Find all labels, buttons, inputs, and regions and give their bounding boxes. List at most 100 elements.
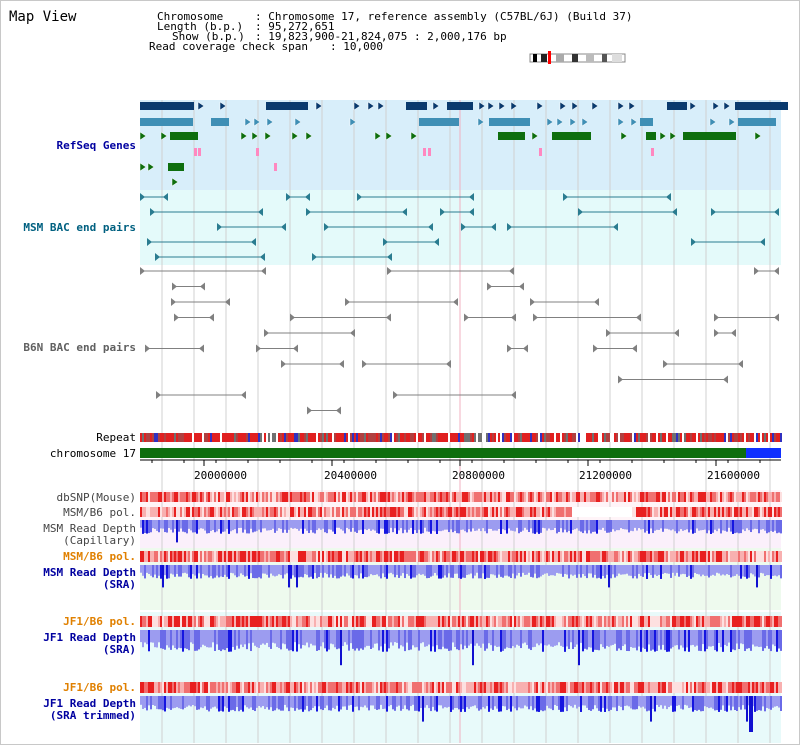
polymorphism-cell xyxy=(310,492,312,502)
repeat-segment xyxy=(726,433,728,442)
repeat-segment xyxy=(356,433,358,442)
msm-bac-pair-end xyxy=(140,193,145,201)
polymorphism-cell xyxy=(544,616,546,627)
read-depth-bar xyxy=(614,565,616,578)
polymorphism-cell xyxy=(430,682,432,693)
polymorphism-cell xyxy=(508,682,510,693)
read-depth-bar xyxy=(170,565,172,574)
polymorphism-cell xyxy=(394,492,396,502)
polymorphism-cell xyxy=(172,507,174,517)
read-depth-bar xyxy=(742,565,744,577)
polymorphism-cell xyxy=(388,616,390,627)
polymorphism-cell xyxy=(564,551,566,562)
read-depth-bar xyxy=(286,630,288,649)
read-depth-bar xyxy=(582,520,584,534)
polymorphism-cell xyxy=(542,616,544,627)
polymorphism-cell xyxy=(174,492,176,502)
polymorphism-cell xyxy=(476,682,478,693)
polymorphism-cell xyxy=(466,616,468,627)
repeat-segment xyxy=(276,433,278,442)
polymorphism-cell xyxy=(338,492,340,502)
polymorphism-cell xyxy=(656,551,658,562)
polymorphism-cell xyxy=(750,616,752,627)
polymorphism-cell xyxy=(672,682,674,693)
read-depth-bar xyxy=(452,696,454,710)
read-depth-bar xyxy=(650,565,652,576)
read-depth-bar xyxy=(386,630,388,652)
repeat-segment xyxy=(496,433,498,442)
read-depth-bar xyxy=(228,696,230,712)
read-depth-bar xyxy=(694,520,696,533)
repeat-segment xyxy=(198,433,200,442)
read-depth-bar xyxy=(776,565,778,577)
polymorphism-cell xyxy=(486,507,488,517)
read-depth-bar xyxy=(646,696,648,712)
read-depth-bar xyxy=(676,520,678,534)
read-depth-bar xyxy=(724,565,726,576)
b6n-bac-pair-end xyxy=(507,344,512,353)
polymorphism-cell xyxy=(390,682,392,693)
polymorphism-cell xyxy=(174,551,176,562)
read-depth-bar xyxy=(150,696,152,710)
polymorphism-cell xyxy=(434,616,436,627)
read-depth-bar xyxy=(590,565,592,574)
read-depth-bar xyxy=(536,696,538,712)
polymorphism-cell xyxy=(246,507,248,517)
polymorphism-cell xyxy=(628,551,630,562)
polymorphism-cell xyxy=(406,616,408,627)
read-depth-bar xyxy=(546,630,548,646)
polymorphism-cell xyxy=(438,682,440,693)
read-depth-bar xyxy=(160,520,162,529)
repeat-segment xyxy=(364,433,366,442)
b6n-bac-pair-end xyxy=(594,298,599,306)
polymorphism-cell xyxy=(632,492,634,502)
polymorphism-cell xyxy=(590,682,592,693)
repeat-segment xyxy=(318,433,320,442)
polymorphism-cell xyxy=(390,492,392,502)
read-depth-bar xyxy=(414,696,416,711)
read-depth-bar xyxy=(382,520,384,529)
read-depth-bar xyxy=(586,696,588,708)
polymorphism-cell xyxy=(292,682,294,693)
polymorphism-cell xyxy=(594,492,596,502)
read-depth-bar xyxy=(760,565,762,573)
repeat-segment xyxy=(600,433,602,442)
polymorphism-cell xyxy=(228,616,230,627)
polymorphism-cell xyxy=(718,507,720,517)
polymorphism-cell xyxy=(702,551,704,562)
read-depth-bar xyxy=(364,565,366,577)
polymorphism-cell xyxy=(150,492,152,502)
repeat-segment xyxy=(208,433,210,442)
polymorphism-cell xyxy=(258,616,260,627)
read-depth-bar xyxy=(568,565,570,579)
polymorphism-cell xyxy=(332,682,334,693)
polymorphism-cell xyxy=(614,492,616,502)
b6n-bac-pair-end xyxy=(387,267,392,275)
polymorphism-cell xyxy=(332,616,334,627)
read-depth-bar xyxy=(768,696,770,709)
polymorphism-cell xyxy=(256,492,258,502)
read-depth-bar xyxy=(404,630,406,652)
polymorphism-cell xyxy=(432,507,434,517)
repeat-segment xyxy=(598,433,600,442)
polymorphism-cell xyxy=(366,682,368,693)
polymorphism-cell xyxy=(528,492,530,502)
read-depth-bar xyxy=(194,520,196,533)
polymorphism-cell xyxy=(410,507,412,517)
read-depth-bar xyxy=(420,696,422,708)
polymorphism-cell xyxy=(714,507,716,517)
polymorphism-cell xyxy=(738,616,740,627)
polymorphism-cell xyxy=(374,551,376,562)
repeat-segment xyxy=(658,433,660,442)
b6n-bac-pair-end xyxy=(256,344,261,353)
polymorphism-cell xyxy=(430,551,432,562)
repeat-segment xyxy=(582,433,584,442)
read-depth-bar xyxy=(670,565,672,578)
polymorphism-cell xyxy=(378,507,380,517)
repeat-segment xyxy=(560,433,562,442)
read-depth-bar xyxy=(688,520,690,533)
polymorphism-cell xyxy=(380,507,382,517)
repeat-segment xyxy=(682,433,684,442)
polymorphism-cell xyxy=(524,507,526,517)
